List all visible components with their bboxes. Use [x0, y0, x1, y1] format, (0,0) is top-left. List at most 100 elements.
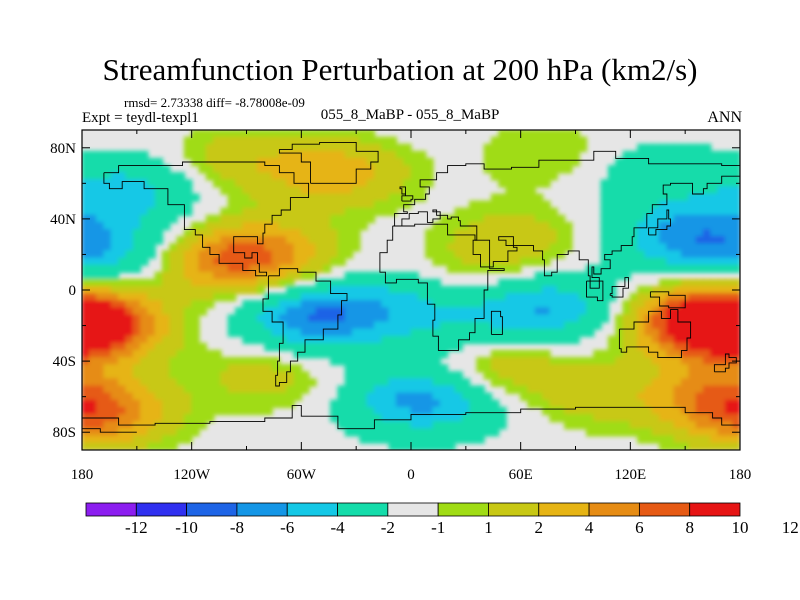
field-cell — [417, 157, 427, 167]
field-cell — [125, 179, 134, 188]
field-cell — [483, 307, 493, 316]
field-cell — [403, 328, 412, 337]
field-cell — [556, 285, 566, 295]
field-cell — [498, 200, 507, 209]
field-cell — [300, 293, 310, 302]
colorbar-box — [387, 502, 439, 517]
field-cell — [366, 293, 376, 302]
field-cell — [724, 264, 734, 273]
field-cell — [556, 406, 566, 416]
field-cell — [286, 130, 295, 138]
field-cell — [220, 172, 229, 181]
field-cell — [366, 349, 376, 359]
field-cell — [118, 229, 127, 238]
field-cell — [454, 321, 463, 330]
field-cell — [593, 300, 602, 309]
field-cell — [527, 150, 536, 160]
field-cell — [344, 193, 354, 202]
field-cell — [600, 207, 610, 217]
field-cell — [227, 150, 237, 160]
field-cell — [300, 371, 310, 380]
field-cell — [622, 172, 632, 181]
field-cell — [322, 207, 332, 217]
field-cell — [454, 236, 463, 245]
field-cell — [118, 392, 127, 401]
field-cell — [622, 150, 632, 160]
field-cell — [176, 413, 186, 423]
field-cell — [659, 150, 668, 160]
field-cell — [388, 442, 398, 450]
field-cell — [96, 285, 105, 295]
field-cell — [278, 186, 288, 195]
field-cell — [688, 157, 697, 167]
field-cell — [373, 321, 383, 330]
field-cell — [505, 307, 515, 316]
field-cell — [695, 157, 705, 167]
field-cell — [88, 236, 98, 245]
field-cell — [483, 406, 493, 416]
field-cell — [366, 172, 376, 181]
field-cell — [256, 236, 266, 245]
field-cell — [183, 207, 193, 217]
field-cell — [615, 229, 624, 238]
field-cell — [191, 264, 200, 273]
field-cell — [110, 229, 120, 238]
field-cell — [629, 250, 639, 259]
field-cell — [410, 335, 420, 345]
field-cell — [249, 172, 259, 181]
field-cell — [564, 157, 573, 167]
field-cell — [607, 428, 617, 437]
field-cell — [447, 328, 456, 337]
field-cell — [732, 165, 740, 174]
field-cell — [337, 243, 346, 252]
field-cell — [512, 221, 522, 231]
field-cell — [454, 257, 463, 266]
field-cell — [395, 193, 405, 202]
field-cell — [549, 371, 558, 380]
field-cell — [651, 328, 661, 337]
field-cell — [242, 264, 251, 273]
field-cell — [344, 421, 354, 430]
field-cell — [505, 179, 515, 188]
field-cell — [271, 250, 281, 259]
field-cell — [717, 371, 727, 380]
field-cell — [666, 150, 675, 160]
field-cell — [710, 328, 719, 337]
field-cell — [622, 250, 632, 259]
field-cell — [125, 214, 134, 224]
field-cell — [183, 307, 193, 316]
field-cell — [403, 413, 412, 423]
field-cell — [139, 378, 149, 387]
field-cell — [227, 136, 237, 145]
field-cell — [183, 278, 193, 288]
field-cell — [447, 399, 456, 409]
field-cell — [702, 371, 712, 380]
field-cell — [198, 278, 207, 288]
field-cell — [300, 200, 310, 209]
field-cell — [395, 349, 405, 359]
field-cell — [286, 221, 295, 231]
field-cell — [425, 243, 434, 252]
field-cell — [732, 442, 740, 450]
field-cell — [161, 221, 171, 231]
field-cell — [395, 364, 405, 373]
field-cell — [673, 229, 683, 238]
field-cell — [585, 399, 595, 409]
field-cell — [659, 165, 668, 174]
field-cell — [637, 435, 646, 444]
field-cell — [454, 293, 463, 302]
field-cell — [666, 342, 675, 352]
field-cell — [176, 307, 186, 316]
field-cell — [205, 300, 215, 309]
field-cell — [644, 186, 653, 195]
field-cell — [132, 157, 142, 167]
field-cell — [191, 243, 200, 252]
field-cell — [139, 435, 149, 444]
field-cell — [147, 314, 156, 323]
field-cell — [82, 335, 91, 345]
field-cell — [673, 200, 683, 209]
field-cell — [139, 186, 149, 195]
field-cell — [82, 250, 91, 259]
field-cell — [520, 364, 529, 373]
field-cell — [161, 172, 171, 181]
